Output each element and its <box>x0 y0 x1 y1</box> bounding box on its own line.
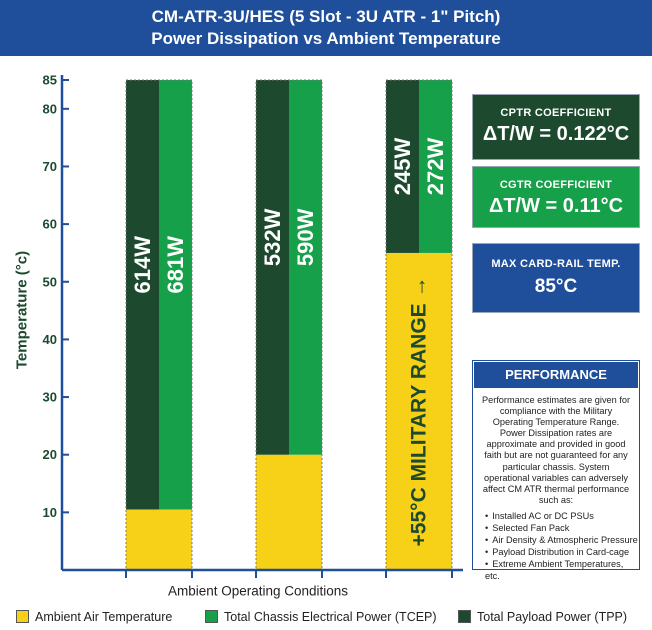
y-tick-label: 30 <box>43 390 57 405</box>
tpp-bar <box>256 80 289 455</box>
y-axis-label: Temperature (°c) <box>14 251 31 369</box>
ambient-temperature-bar <box>126 509 192 570</box>
chart-header: CM-ATR-3U/HES (5 Slot - 3U ATR - 1" Pitc… <box>0 0 652 56</box>
cptr-value: ΔT/W = 0.122°C <box>482 123 630 145</box>
chart-plot: 614W 681W 532W 590W 245W 272W +55°C MILITARY R… <box>14 73 463 599</box>
tpp-value-label: 245W <box>390 138 415 196</box>
legend-item-ambient: Ambient Air Temperature <box>16 610 172 624</box>
legend-item-tpp: Total Payload Power (TPP) <box>458 610 627 624</box>
y-tick-label: 10 <box>43 505 57 520</box>
max-card-rail-temp-box: MAX CARD-RAIL TEMP. 85°C <box>472 243 640 313</box>
performance-text: Performance estimates are given for comp… <box>481 395 631 505</box>
tcep-bar <box>419 80 452 253</box>
legend-item-tcep: Total Chassis Electrical Power (TCEP) <box>205 610 437 624</box>
max-rail-title: MAX CARD-RAIL TEMP. <box>491 258 621 270</box>
tpp-value-label: 614W <box>130 236 155 294</box>
y-tick-label: 50 <box>43 274 57 289</box>
legend-label-tcep: Total Chassis Electrical Power (TCEP) <box>224 610 437 624</box>
performance-item: Selected Fan Pack <box>485 522 639 534</box>
y-tick-label: 85 <box>43 73 57 88</box>
tpp-value-label: 532W <box>260 208 285 266</box>
cptr-coefficient-box: CPTR COEFFICIENT ΔT/W = 0.122°C <box>472 94 640 160</box>
tcep-bar <box>289 80 322 455</box>
legend-swatch-ambient <box>16 610 29 623</box>
performance-item: Extreme Ambient Temperatures, etc. <box>485 558 639 582</box>
tcep-bar <box>159 80 192 510</box>
ambient-temperature-bar <box>386 252 452 571</box>
performance-list: Installed AC or DC PSUs Selected Fan Pac… <box>473 510 639 582</box>
chart-subtitle: Power Dissipation vs Ambient Temperature <box>151 29 501 48</box>
chart-legend: Ambient Air Temperature Total Chassis El… <box>0 606 652 630</box>
ambient-temperature-bar <box>256 454 322 570</box>
tcep-value-label: 272W <box>423 138 448 196</box>
y-tick-label: 70 <box>43 159 57 174</box>
x-axis-label: Ambient Operating Conditions <box>168 584 348 599</box>
cgtr-title: CGTR COEFFICIENT <box>499 179 613 191</box>
tpp-bar <box>126 80 159 510</box>
performance-item: Air Density & Atmospheric Pressure <box>485 534 639 546</box>
y-tick-label: 60 <box>43 217 57 232</box>
legend-label-ambient: Ambient Air Temperature <box>35 610 173 624</box>
tcep-value-label: 590W <box>293 208 318 266</box>
performance-panel: PERFORMANCE Performance estimates are gi… <box>472 360 640 581</box>
y-tick-label: 80 <box>43 101 57 116</box>
cptr-title: CPTR COEFFICIENT <box>500 107 612 119</box>
performance-title: PERFORMANCE <box>474 362 638 388</box>
performance-item: Payload Distribution in Card-cage <box>485 546 639 558</box>
y-tick-label: 20 <box>43 447 57 462</box>
cgtr-value: ΔT/W = 0.11°C <box>488 195 624 217</box>
legend-label-tpp: Total Payload Power (TPP) <box>477 610 628 624</box>
chart-title: CM-ATR-3U/HES (5 Slot - 3U ATR - 1" Pitc… <box>151 7 501 26</box>
tcep-value-label: 681W <box>163 236 188 294</box>
cgtr-coefficient-box: CGTR COEFFICIENT ΔT/W = 0.11°C <box>472 166 640 228</box>
military-range-label: +55°C MILITARY RANGE → <box>408 276 431 546</box>
y-tick-label: 40 <box>43 332 57 347</box>
legend-swatch-tcep <box>205 610 218 623</box>
max-rail-value: 85°C <box>534 276 578 297</box>
legend-swatch-tpp <box>458 610 471 623</box>
tpp-bar <box>386 80 419 253</box>
performance-item: Installed AC or DC PSUs <box>485 510 639 522</box>
